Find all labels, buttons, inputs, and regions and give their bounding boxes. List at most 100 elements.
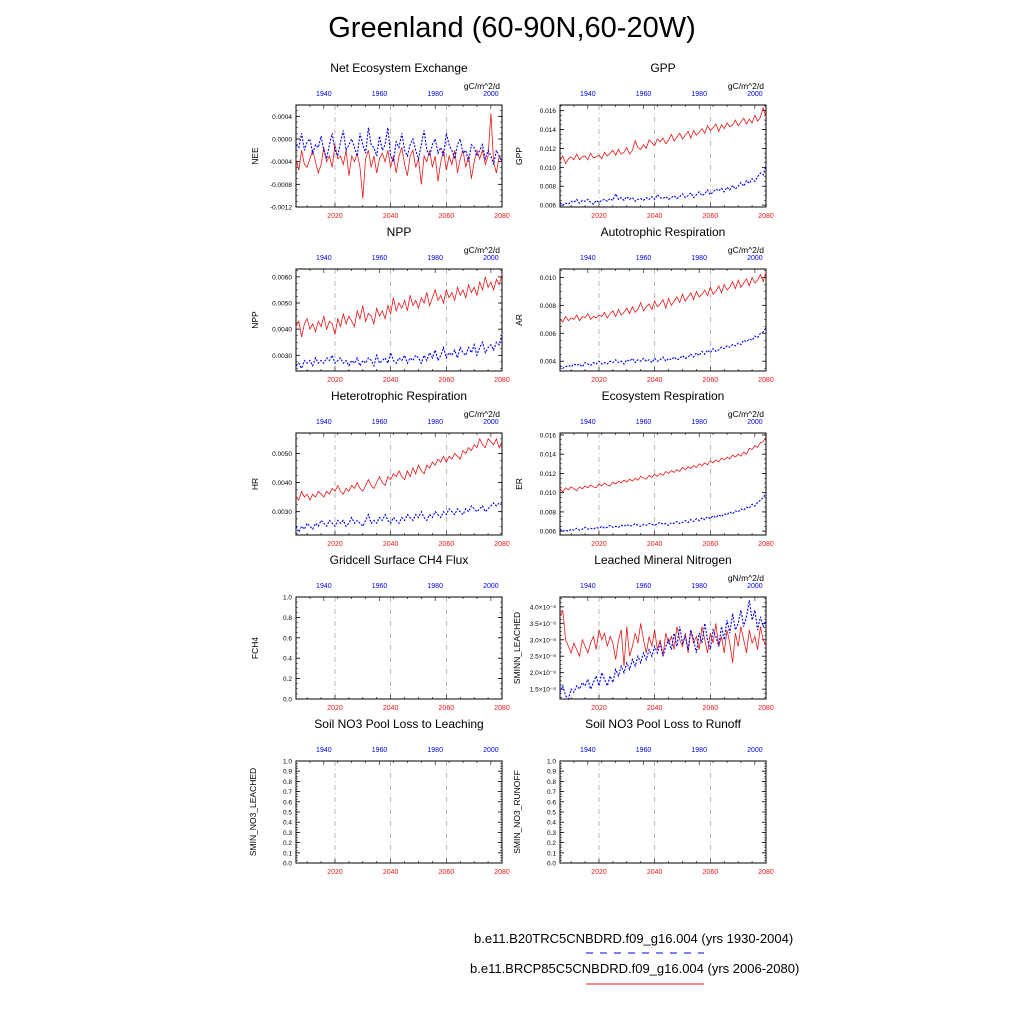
x-tick-label-top: 1940 bbox=[580, 419, 596, 426]
x-tick-label-bottom: 2060 bbox=[439, 869, 455, 876]
x-tick-label-bottom: 2080 bbox=[494, 869, 510, 876]
x-tick-label-bottom: 2060 bbox=[703, 541, 719, 548]
series-line-historical bbox=[559, 600, 767, 701]
x-tick-label-top: 2000 bbox=[747, 91, 763, 98]
units-label: gC/m^2/d bbox=[464, 245, 500, 255]
series-line-historical bbox=[559, 493, 767, 532]
y-tick-label: 0.0050 bbox=[272, 301, 292, 308]
y-tick-label: 2.0×10⁻⁸ bbox=[530, 670, 556, 677]
series-line-projection bbox=[295, 437, 503, 501]
series-line-historical bbox=[295, 127, 503, 165]
x-tick-label-bottom: 2020 bbox=[591, 213, 607, 220]
plot-frame bbox=[295, 596, 503, 700]
y-tick-label: 0.006 bbox=[540, 529, 557, 536]
x-tick-label-top: 2000 bbox=[483, 419, 499, 426]
x-tick-label-top: 1960 bbox=[372, 583, 388, 590]
x-tick-label-top: 2000 bbox=[483, 91, 499, 98]
y-tick-label: 1.0 bbox=[547, 759, 556, 766]
y-tick-label: 0.2 bbox=[283, 676, 292, 683]
x-tick-label-top: 1960 bbox=[636, 747, 652, 754]
y-tick-label: 0.008 bbox=[540, 303, 557, 310]
legend-swatch-projection bbox=[586, 983, 704, 985]
panel-title: GPP bbox=[650, 61, 675, 75]
x-tick-label-top: 2000 bbox=[483, 583, 499, 590]
y-tick-label: 0.004 bbox=[540, 359, 557, 366]
y-tick-label: 0.5 bbox=[283, 810, 292, 817]
y-tick-label: 0.4 bbox=[547, 820, 556, 827]
y-tick-label: 0.010 bbox=[540, 490, 557, 497]
x-tick-label-bottom: 2040 bbox=[383, 377, 399, 384]
series-line-projection bbox=[559, 436, 767, 493]
y-axis-label: NPP bbox=[250, 311, 260, 329]
y-tick-label: -0.0012 bbox=[270, 205, 292, 212]
plot-frame bbox=[295, 432, 503, 536]
y-tick-label: 1.0 bbox=[283, 759, 292, 766]
x-tick-label-top: 1980 bbox=[427, 91, 443, 98]
chart-panel-fch4: Gridcell Surface CH4 Flux 1.0 0.8 0.6 0.4 0.2… bbox=[250, 553, 510, 712]
y-tick-label: 0.4 bbox=[283, 656, 292, 663]
y-axis-label: SMIN_NO3_RUNOFF bbox=[512, 770, 522, 854]
units-label: gC/m^2/d bbox=[464, 409, 500, 419]
y-axis-label: SMIN_NO3_LEACHED bbox=[248, 768, 258, 856]
y-tick-label: 0.010 bbox=[540, 165, 557, 172]
y-tick-label: 0.1 bbox=[547, 850, 556, 857]
plot-frame bbox=[559, 596, 767, 700]
units-label: gN/m^2/d bbox=[728, 573, 764, 583]
y-tick-label: 0.9 bbox=[547, 769, 556, 776]
panel-title: Soil NO3 Pool Loss to Runoff bbox=[585, 717, 742, 731]
units-label: gC/m^2/d bbox=[464, 81, 500, 91]
x-tick-label-top: 1960 bbox=[636, 91, 652, 98]
x-tick-label-bottom: 2080 bbox=[494, 705, 510, 712]
y-tick-label: 4.0×10⁻⁸ bbox=[530, 604, 556, 611]
x-tick-label-bottom: 2020 bbox=[327, 377, 343, 384]
series-line-historical bbox=[295, 502, 502, 534]
plot-frame bbox=[295, 268, 503, 372]
legend-swatch-historical bbox=[586, 952, 704, 954]
panel-title: Leached Mineral Nitrogen bbox=[594, 553, 731, 567]
y-tick-label: 0.5 bbox=[547, 810, 556, 817]
series-line-historical bbox=[295, 334, 503, 370]
y-tick-label: 0.0030 bbox=[272, 353, 292, 360]
x-tick-label-top: 1940 bbox=[580, 255, 596, 262]
y-tick-label: 0.0 bbox=[283, 697, 292, 704]
x-tick-label-bottom: 2060 bbox=[703, 869, 719, 876]
x-tick-label-bottom: 2040 bbox=[647, 541, 663, 548]
x-tick-label-bottom: 2040 bbox=[647, 869, 663, 876]
y-tick-label: 0.3 bbox=[283, 830, 292, 837]
series-line-projection bbox=[559, 271, 767, 323]
y-tick-label: 0.8 bbox=[547, 779, 556, 786]
y-axis-label: ER bbox=[514, 478, 524, 490]
x-tick-label-bottom: 2020 bbox=[591, 377, 607, 384]
y-tick-label: 0.0050 bbox=[272, 451, 292, 458]
x-tick-label-bottom: 2040 bbox=[647, 213, 663, 220]
x-tick-label-top: 1940 bbox=[580, 91, 596, 98]
y-tick-label: 1.5×10⁻⁸ bbox=[530, 687, 556, 694]
series-line-historical bbox=[559, 327, 767, 369]
x-tick-label-top: 2000 bbox=[747, 419, 763, 426]
x-tick-label-top: 1960 bbox=[372, 747, 388, 754]
x-tick-label-top: 1980 bbox=[427, 747, 443, 754]
chart-panel-nee: Net Ecosystem Exchange gC/m^2/d 0.0004 0.00… bbox=[250, 61, 510, 220]
x-tick-label-top: 1960 bbox=[636, 255, 652, 262]
x-tick-label-top: 1980 bbox=[691, 255, 707, 262]
x-tick-label-bottom: 2080 bbox=[494, 377, 510, 384]
y-tick-label: 0.016 bbox=[540, 108, 557, 115]
x-tick-label-top: 1980 bbox=[691, 419, 707, 426]
x-tick-label-bottom: 2020 bbox=[591, 541, 607, 548]
y-axis-label: SMINN_LEACHED bbox=[512, 612, 522, 684]
y-tick-label: 0.8 bbox=[283, 779, 292, 786]
y-tick-label: 0.2 bbox=[283, 840, 292, 847]
x-tick-label-top: 1980 bbox=[691, 91, 707, 98]
panel-title: NPP bbox=[387, 225, 412, 239]
y-tick-label: 0.016 bbox=[540, 432, 557, 439]
x-tick-label-top: 1940 bbox=[580, 583, 596, 590]
panel-title: Ecosystem Respiration bbox=[602, 389, 725, 403]
x-tick-label-bottom: 2060 bbox=[703, 705, 719, 712]
legend-label-historical: b.e11.B20TRC5CNBDRD.f09_g16.004 (yrs 193… bbox=[474, 931, 794, 946]
y-axis-label: HR bbox=[250, 478, 260, 490]
x-tick-label-bottom: 2060 bbox=[439, 213, 455, 220]
x-tick-label-bottom: 2040 bbox=[647, 377, 663, 384]
x-tick-label-top: 1960 bbox=[372, 419, 388, 426]
legend-entry-historical: b.e11.B20TRC5CNBDRD.f09_g16.004 (yrs 193… bbox=[474, 931, 793, 946]
